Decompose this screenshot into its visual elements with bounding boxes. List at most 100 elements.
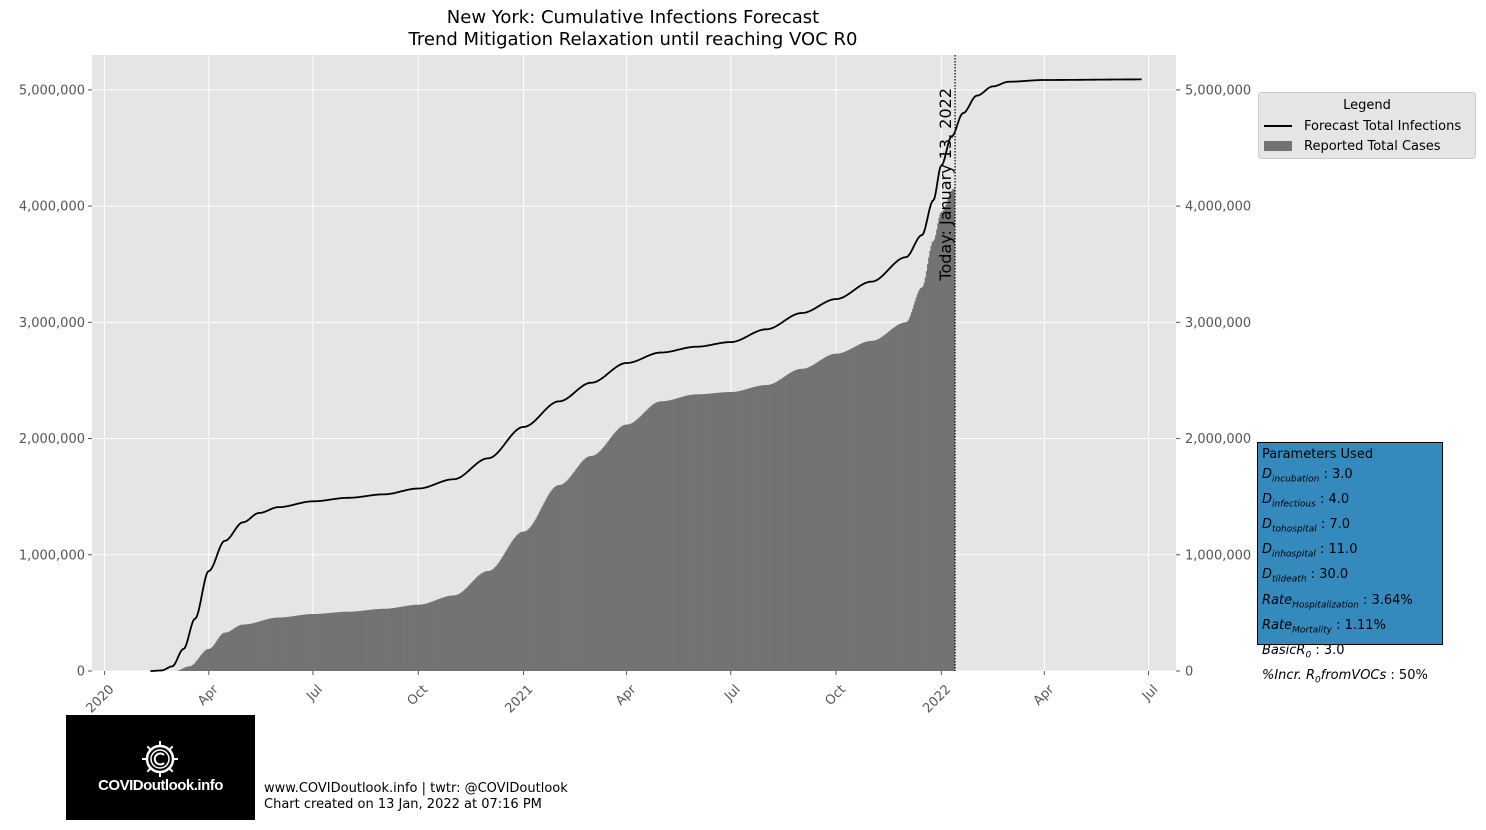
reported-cases-bar bbox=[866, 341, 868, 671]
reported-cases-bar bbox=[923, 282, 926, 671]
reported-cases-bar bbox=[297, 615, 300, 671]
legend-label-forecast: Forecast Total Infections bbox=[1304, 118, 1462, 134]
reported-cases-bar bbox=[307, 614, 310, 671]
reported-cases-bar bbox=[358, 611, 360, 671]
reported-cases-bar bbox=[429, 602, 431, 671]
reported-cases-bar bbox=[922, 286, 925, 671]
reported-cases-bar bbox=[915, 297, 918, 671]
reported-cases-bar bbox=[862, 342, 865, 671]
reported-cases-bar bbox=[907, 320, 910, 671]
reported-cases-bar bbox=[538, 511, 541, 671]
reported-cases-bar bbox=[630, 423, 633, 671]
reported-cases-bar bbox=[466, 586, 469, 671]
reported-cases-bar bbox=[765, 385, 768, 671]
reported-cases-bar bbox=[460, 592, 462, 671]
reported-cases-bar bbox=[287, 616, 289, 671]
reported-cases-bar bbox=[639, 416, 642, 671]
reported-cases-bar bbox=[683, 396, 685, 671]
reported-cases-bar bbox=[704, 393, 707, 671]
reported-cases-bar bbox=[939, 213, 942, 672]
reported-cases-bar bbox=[826, 356, 828, 671]
reported-cases-bar bbox=[221, 633, 224, 671]
reported-cases-bar bbox=[650, 406, 652, 671]
parameter-row: RateHospitalization : 3.64% bbox=[1262, 591, 1442, 616]
reported-cases-bar bbox=[797, 369, 800, 671]
reported-cases-bar bbox=[813, 364, 816, 671]
reported-cases-bar bbox=[302, 614, 304, 671]
x-tick-label: Apr bbox=[195, 682, 222, 709]
reported-cases-bar bbox=[430, 602, 432, 671]
reported-cases-bar bbox=[392, 608, 395, 671]
reported-cases-bar bbox=[383, 608, 385, 671]
reported-cases-bar bbox=[663, 401, 666, 671]
reported-cases-bar bbox=[670, 399, 673, 671]
reported-cases-bar bbox=[371, 609, 374, 671]
parameter-subscript: infectious bbox=[1272, 499, 1316, 510]
reported-cases-bar bbox=[345, 611, 348, 671]
reported-cases-bar bbox=[192, 664, 194, 671]
reported-cases-bar bbox=[719, 392, 722, 671]
reported-cases-bar bbox=[274, 617, 277, 671]
reported-cases-bar bbox=[514, 536, 517, 671]
reported-cases-bar bbox=[742, 390, 745, 671]
reported-cases-bar bbox=[500, 559, 502, 671]
reported-cases-bar bbox=[611, 436, 613, 671]
reported-cases-bar bbox=[861, 343, 864, 671]
reported-cases-bar bbox=[929, 251, 931, 672]
reported-cases-bar bbox=[259, 621, 262, 671]
reported-cases-bar bbox=[347, 611, 350, 671]
x-tick-label: 2022 bbox=[920, 682, 954, 716]
reported-cases-bar bbox=[688, 395, 691, 671]
today-label: Today: January 13, 2022 bbox=[936, 88, 955, 282]
reported-cases-bar bbox=[908, 318, 911, 671]
reported-cases-bar bbox=[563, 483, 565, 671]
reported-cases-bar bbox=[846, 350, 849, 671]
reported-cases-bar bbox=[718, 392, 721, 671]
reported-cases-bar bbox=[671, 399, 674, 671]
x-tick-label: Oct bbox=[822, 682, 849, 709]
reported-cases-bar bbox=[191, 665, 193, 671]
reported-cases-bar bbox=[609, 438, 612, 671]
reported-cases-bar bbox=[853, 347, 856, 671]
reported-cases-bar bbox=[857, 345, 859, 671]
reported-cases-bar bbox=[527, 529, 530, 671]
reported-cases-bar bbox=[479, 574, 482, 671]
reported-cases-bar bbox=[328, 613, 330, 671]
reported-cases-bar bbox=[824, 357, 826, 671]
reported-cases-bar bbox=[369, 609, 372, 671]
reported-cases-bar bbox=[840, 353, 842, 671]
reported-cases-bar bbox=[271, 618, 273, 671]
reported-cases-bar bbox=[571, 475, 573, 671]
reported-cases-bar bbox=[311, 614, 313, 671]
parameter-subscript: 0 bbox=[1305, 650, 1312, 661]
reported-cases-bar bbox=[469, 584, 471, 671]
reported-cases-bar bbox=[868, 341, 871, 671]
right-y-tick-label: 4,000,000 bbox=[1185, 200, 1251, 215]
reported-cases-bar bbox=[635, 420, 637, 671]
reported-cases-bar bbox=[616, 429, 619, 671]
reported-cases-bar bbox=[799, 368, 802, 671]
reported-cases-bar bbox=[712, 393, 715, 671]
reported-cases-bar bbox=[933, 239, 936, 671]
reported-cases-bar bbox=[473, 579, 476, 671]
reported-cases-bar bbox=[399, 606, 401, 671]
reported-cases-bar bbox=[585, 457, 588, 671]
reported-cases-bar bbox=[695, 394, 698, 671]
reported-cases-bar bbox=[260, 620, 263, 671]
reported-cases-bar bbox=[211, 646, 214, 671]
reported-cases-bar bbox=[720, 392, 723, 671]
reported-cases-bar bbox=[462, 591, 464, 671]
reported-cases-bar bbox=[659, 401, 661, 671]
reported-cases-bar bbox=[229, 630, 232, 671]
reported-cases-bar bbox=[575, 468, 578, 671]
parameter-subscript: tildeath bbox=[1272, 574, 1307, 585]
reported-cases-bar bbox=[434, 600, 437, 671]
reported-cases-bar bbox=[314, 614, 317, 671]
x-tick-label: Jul bbox=[721, 682, 743, 704]
reported-cases-bar bbox=[299, 615, 302, 671]
reported-cases-bar bbox=[199, 656, 201, 671]
reported-cases-bar bbox=[684, 396, 686, 671]
reported-cases-bar bbox=[503, 554, 506, 671]
reported-cases-bar bbox=[770, 384, 772, 671]
reported-cases-bar bbox=[884, 334, 887, 671]
